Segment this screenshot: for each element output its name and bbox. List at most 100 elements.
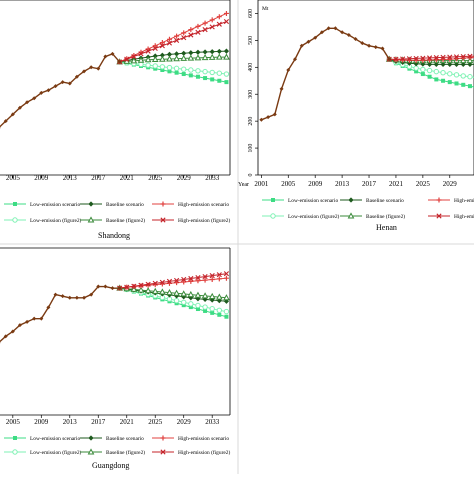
x-tick-label: 2029	[177, 418, 192, 426]
legend: Low-emission scenario Baseline scenario Hi…	[4, 435, 230, 456]
series-line-baseline_fig2	[119, 287, 227, 299]
series-line-high_fig2	[389, 55, 474, 60]
data-point-baseline_fig2	[166, 288, 173, 296]
data-point-high_fig2	[406, 56, 412, 62]
legend-marker-baseline_fig2	[87, 448, 95, 455]
data-point-high_fig2	[447, 54, 453, 60]
data-point-high_fig2	[223, 271, 230, 277]
data-point-high	[202, 20, 208, 26]
data-point-low	[427, 74, 432, 79]
data-point-high	[188, 27, 194, 33]
series-line-low	[119, 61, 227, 83]
data-point-baseline_fig2	[144, 287, 152, 294]
legend-marker-low	[271, 198, 275, 202]
data-point-historical	[286, 68, 291, 72]
data-point-low_fig2	[447, 71, 453, 77]
legend: Low-emission scenario Baseline scenario Hi…	[262, 197, 474, 220]
data-point-baseline_fig2	[180, 290, 188, 297]
data-point-baseline_fig2	[208, 292, 216, 299]
data-point-historical	[3, 119, 8, 124]
chart-panel-shandong: 2005 2009 2013 2017 2021 2025 2029 2033 Low-emis…	[0, 0, 230, 240]
data-point-high_fig2	[152, 280, 158, 286]
plot-area	[0, 271, 230, 344]
data-point-high_fig2	[145, 281, 151, 287]
data-point-historical	[32, 96, 37, 101]
data-point-historical	[326, 26, 331, 31]
data-point-high	[181, 279, 187, 285]
data-point-baseline_fig2	[151, 55, 159, 62]
data-point-low_fig2	[159, 64, 166, 70]
data-point-high_fig2	[131, 53, 137, 60]
data-point-baseline	[159, 52, 165, 58]
data-point-baseline_fig2	[215, 53, 223, 60]
plot-area	[259, 26, 474, 122]
y-tick-label: 400	[248, 63, 254, 72]
data-point-high_fig2	[159, 279, 165, 285]
data-point-baseline_fig2	[173, 55, 180, 62]
data-point-high	[216, 276, 222, 282]
data-point-high	[195, 278, 201, 284]
legend-label-low: Low-emission scenario	[30, 436, 80, 442]
data-point-historical	[96, 284, 101, 289]
data-point-low_fig2	[467, 74, 473, 80]
chart-panel-guangdong: 2005 2009 2013 2017 2021 2025 2029 2033 Low-emis…	[0, 247, 230, 470]
series-line-high_fig2	[119, 21, 227, 63]
legend-label-baseline_fig2: Baseline (figure2)	[106, 217, 145, 224]
legend-marker-low_fig2	[270, 213, 276, 219]
data-point-historical	[313, 35, 318, 40]
x-tick-label: 2009	[34, 418, 49, 426]
legend-marker-low_fig2	[12, 449, 18, 455]
x-tick-label: 2025	[416, 180, 431, 188]
data-point-baseline	[181, 294, 187, 300]
data-point-historical	[46, 88, 51, 93]
x-tick-label: 2033	[205, 174, 220, 182]
data-point-historical	[89, 292, 94, 297]
legend-label-baseline: Baseline scenario	[106, 436, 144, 442]
data-point-low_fig2	[216, 307, 223, 314]
data-point-low_fig2	[413, 65, 419, 71]
legend-marker-low_fig2	[12, 217, 18, 223]
y-tick-label: 100	[248, 144, 254, 153]
series-line-baseline_fig2	[119, 56, 227, 63]
data-point-high	[145, 282, 151, 288]
data-point-low_fig2	[223, 308, 230, 315]
data-point-low	[195, 74, 200, 79]
data-point-historical	[306, 39, 311, 44]
data-point-historical	[319, 30, 324, 35]
data-point-baseline_fig2	[151, 287, 159, 294]
series-line-historical	[0, 285, 120, 343]
data-point-historical	[67, 81, 72, 86]
data-point-high	[166, 36, 172, 42]
data-point-low_fig2	[188, 67, 194, 73]
data-point-low_fig2	[195, 302, 201, 309]
data-point-low_fig2	[216, 70, 223, 76]
data-point-high_fig2	[400, 56, 406, 62]
data-point-low_fig2	[173, 297, 180, 304]
data-point-high_fig2	[216, 272, 222, 278]
data-point-low	[203, 308, 208, 313]
data-point-baseline_fig2	[201, 292, 209, 299]
series-line-historical	[0, 53, 121, 128]
data-point-historical	[340, 30, 345, 35]
data-point-low_fig2	[145, 62, 151, 68]
data-point-low_fig2	[453, 72, 460, 78]
data-point-baseline_fig2	[223, 53, 230, 60]
data-point-high_fig2	[152, 45, 158, 52]
data-point-historical	[266, 115, 271, 120]
legend-label-high_fig2: High-emission (figure2)	[178, 449, 230, 456]
y-unit-label: Mt	[262, 6, 269, 12]
data-point-historical	[3, 334, 8, 339]
data-point-low_fig2	[202, 304, 208, 310]
data-point-low	[454, 81, 459, 86]
data-point-historical	[32, 316, 37, 321]
data-point-baseline	[440, 61, 446, 67]
series-line-baseline	[119, 50, 227, 63]
data-point-baseline_fig2	[180, 54, 188, 61]
data-point-baseline_fig2	[137, 286, 145, 293]
series-line-baseline	[119, 287, 227, 302]
data-point-baseline	[453, 61, 460, 67]
data-point-low	[188, 305, 193, 310]
legend-label-low_fig2: Low-emission (figure2)	[30, 217, 82, 224]
